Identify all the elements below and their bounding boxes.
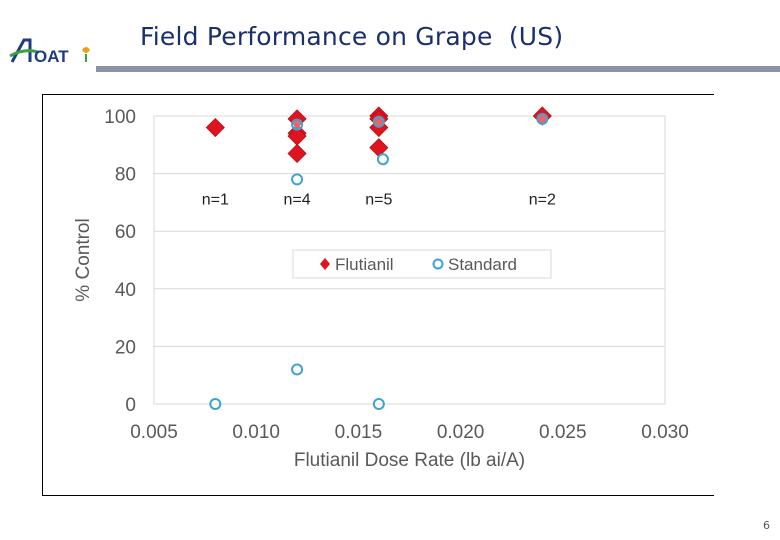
x-tick-label: 0.030 <box>641 422 689 443</box>
page-title: Field Performance on Grape (US) <box>140 22 564 51</box>
y-tick-label: 100 <box>104 107 136 128</box>
y-tick-label: 20 <box>115 337 136 358</box>
n-annotation: n=2 <box>529 192 556 209</box>
standard-point <box>291 363 304 376</box>
page-number: 6 <box>763 519 770 532</box>
y-tick-label: 60 <box>115 222 136 243</box>
x-tick-label: 0.025 <box>539 422 587 443</box>
legend-standard-label: Standard <box>448 255 517 274</box>
scatter-chart: 0 20 40 60 80 100 0.005 0.010 0.015 0.020 0.025 0.0… <box>73 106 689 471</box>
y-tick-label: 40 <box>115 280 136 301</box>
legend-flutianil-label: Flutianil <box>335 255 394 274</box>
x-tick-label: 0.015 <box>335 422 383 443</box>
title-divider <box>96 66 780 72</box>
x-tick-label: 0.010 <box>232 422 280 443</box>
company-logo: OAT <box>8 34 108 68</box>
x-axis-label: Flutianil Dose Rate (lb ai/A) <box>294 450 525 471</box>
standard-point <box>536 112 549 125</box>
standard-point <box>372 398 385 410</box>
standard-point <box>209 398 222 410</box>
n-annotation: n=1 <box>202 192 229 209</box>
legend-flutianil-marker <box>320 258 330 270</box>
n-annotation: n=4 <box>284 192 311 209</box>
logo-graphic: OAT <box>9 38 90 66</box>
standard-point <box>291 173 304 186</box>
standard-point <box>291 118 304 131</box>
x-tick-label: 0.020 <box>437 422 485 443</box>
legend-standard-marker <box>432 258 444 270</box>
y-tick-label: 0 <box>125 395 136 416</box>
standard-point <box>376 153 389 166</box>
flutianil-point <box>205 117 225 138</box>
chart-frame: 0 20 40 60 80 100 0.005 0.010 0.015 0.020 0.025 0.0… <box>42 94 714 496</box>
flutianil-point <box>287 143 307 164</box>
legend-box <box>292 249 552 279</box>
logo-text: OAT <box>34 47 69 66</box>
n-annotation: n=5 <box>365 192 392 209</box>
y-tick-label: 80 <box>115 165 136 186</box>
y-axis-label: % Control <box>73 218 94 301</box>
standard-point <box>372 115 385 128</box>
x-tick-label: 0.005 <box>130 422 178 443</box>
